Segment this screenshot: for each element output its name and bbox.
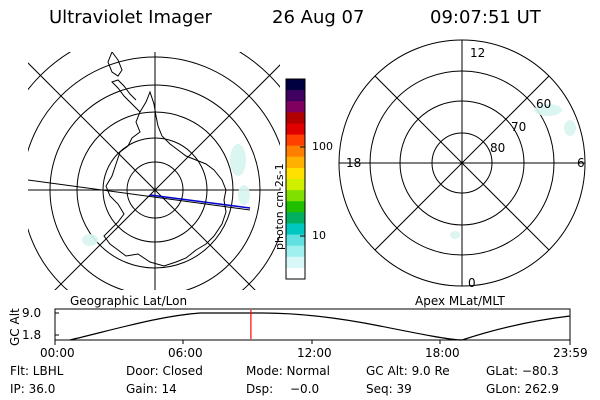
colorbar-tick-10: 10 — [312, 229, 326, 242]
south-america-tip — [107, 52, 123, 77]
mlt-label-bottom: 0 — [468, 276, 476, 290]
colorbar-segment — [286, 167, 305, 180]
mlat-label-80: 80 — [490, 141, 506, 155]
colorbar-segment — [286, 156, 305, 169]
colorbar-segment — [286, 123, 305, 136]
colorbar-segment — [286, 179, 305, 191]
peninsula-coastline — [111, 79, 141, 113]
altitude-tick-high: 9.0 — [22, 306, 42, 320]
instrument-title: Ultraviolet Imager — [49, 7, 212, 28]
colorbar-tick-100: 100 — [312, 140, 333, 153]
dsp-info-value: −0.0 — [290, 382, 320, 396]
seq-info: Seq: 39 — [366, 382, 412, 396]
mlat-label-70: 70 — [511, 120, 527, 134]
orbit-track — [28, 179, 251, 211]
aurora-emission-left — [82, 144, 250, 246]
time-tick-0600: 06:00 — [168, 346, 203, 360]
colorbar-segment — [286, 190, 305, 202]
colorbar-segment — [286, 79, 305, 91]
image-date: 26 Aug 07 — [272, 7, 365, 28]
altitude-axis-label: GC Alt — [8, 308, 22, 346]
altitude-curve — [69, 312, 571, 341]
image-time: 09:07:51 UT — [430, 7, 541, 28]
colorbar-segment — [286, 212, 305, 224]
filter-info: Flt: LBHL — [10, 364, 64, 378]
orbit-track-highlight — [149, 194, 251, 209]
colorbar-segment — [286, 90, 305, 102]
mlat-label-60: 60 — [536, 97, 552, 111]
gc-alt-info: GC Alt: 9.0 Re — [366, 364, 450, 378]
colorbar-segment — [286, 245, 305, 258]
time-tick-2359: 23:59 — [553, 346, 588, 360]
intensity-colorbar — [286, 79, 305, 280]
colorbar-segment — [286, 234, 305, 247]
mlt-label-top: 12 — [470, 46, 486, 60]
mlt-label-left: 18 — [346, 156, 362, 170]
glon-info: GLon: 262.9 — [486, 382, 559, 396]
geographic-panel-label: Geographic Lat/Lon — [70, 294, 188, 308]
colorbar-segment — [286, 201, 305, 213]
colorbar-segment — [286, 134, 305, 147]
altitude-tick-low: 1.8 — [22, 328, 42, 342]
aurora-emission-right — [450, 104, 576, 239]
time-tick-1200: 12:00 — [297, 346, 332, 360]
colorbar-unit-label: photon cm-2s-1 — [273, 163, 286, 250]
glat-info: GLat: −80.3 — [486, 364, 559, 378]
apex-polar-grid — [338, 39, 586, 287]
time-tick-0000: 00:00 — [40, 346, 75, 360]
colorbar-segment — [286, 267, 305, 280]
colorbar-segment — [286, 223, 305, 236]
ip-info: IP: 36.0 — [10, 382, 56, 396]
colorbar-segment — [286, 256, 305, 269]
mlt-label-right: 6 — [577, 156, 585, 170]
apex-panel-label: Apex MLat/MLT — [415, 294, 505, 308]
geographic-map — [28, 52, 280, 290]
colorbar-segment — [286, 112, 305, 124]
time-tick-1800: 18:00 — [425, 346, 460, 360]
colorbar-segment — [286, 101, 305, 113]
door-info: Door: Closed — [126, 364, 203, 378]
dsp-info-label: Dsp: — [246, 382, 274, 396]
antarctica-coastline — [103, 90, 227, 267]
mode-info: Mode: Normal — [246, 364, 330, 378]
gain-info: Gain: 14 — [126, 382, 177, 396]
colorbar-segment — [286, 145, 305, 158]
